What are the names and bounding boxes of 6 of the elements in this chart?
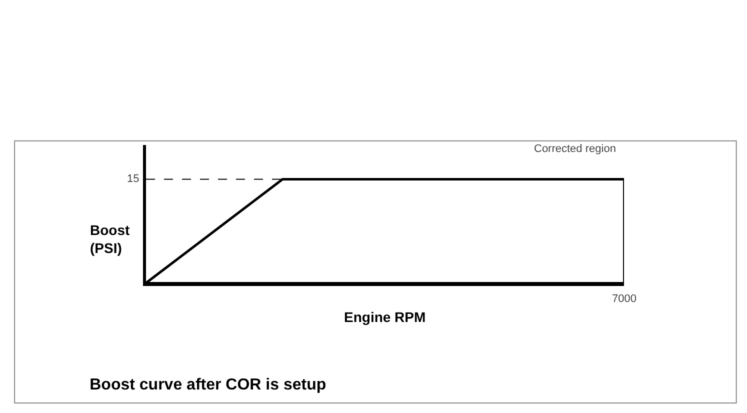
- text: 7000: [612, 293, 636, 305]
- band-label: Corrected region: [534, 143, 616, 155]
- x-axis-title: Engine RPM: [344, 309, 426, 325]
- y-axis-title: Boost (PSI): [90, 222, 130, 256]
- text: Boost curve after COR is setup: [90, 376, 326, 394]
- text: 15: [127, 173, 140, 185]
